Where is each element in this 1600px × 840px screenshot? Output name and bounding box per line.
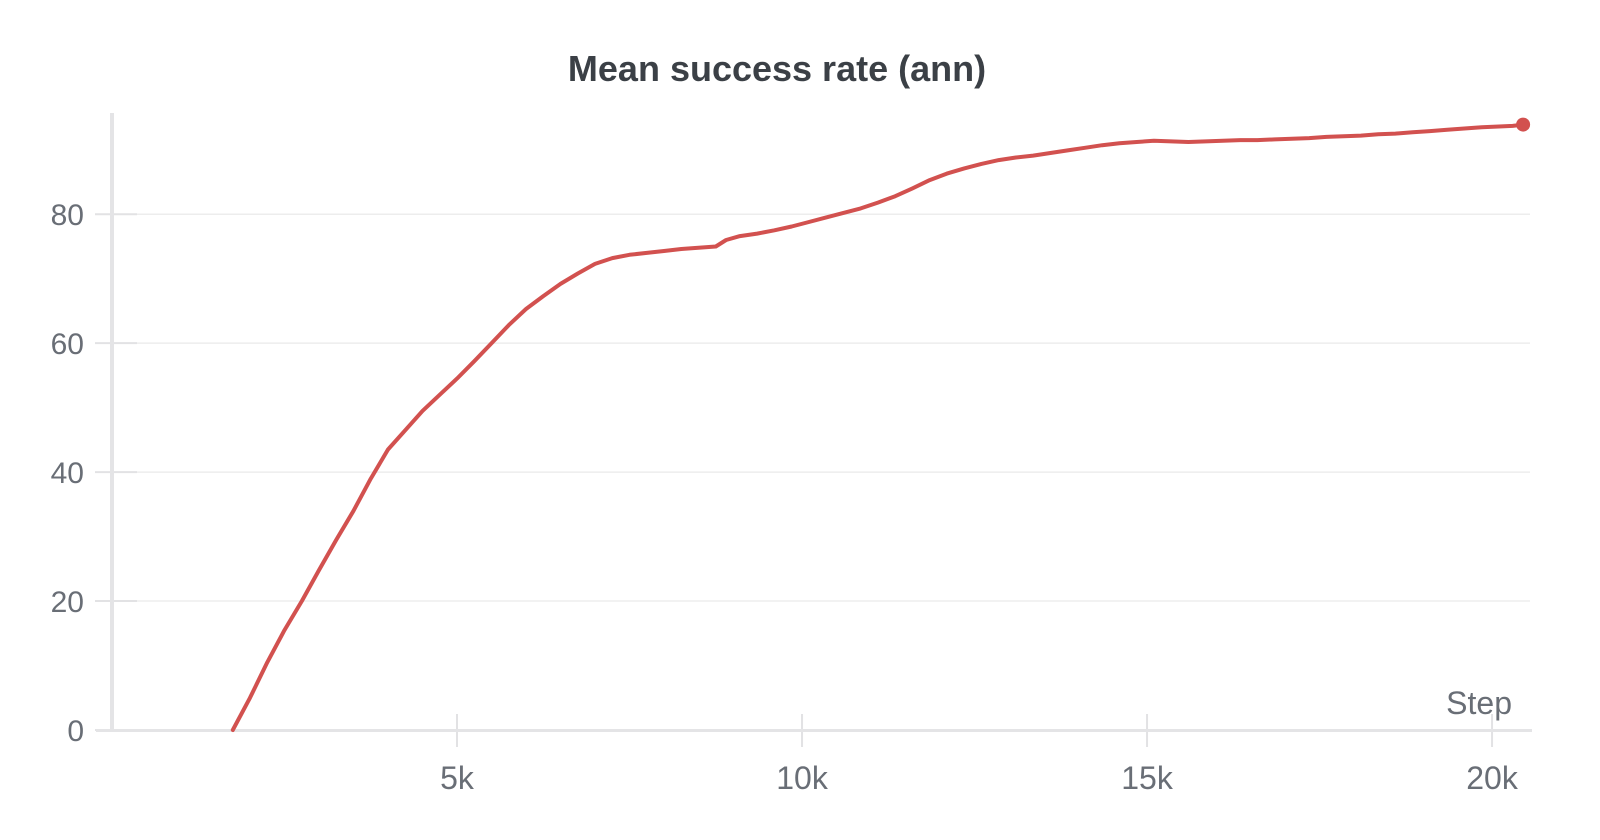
x-tick-label: 15k bbox=[1121, 760, 1174, 796]
series-end-dot bbox=[1516, 117, 1531, 132]
y-tick-label: 80 bbox=[51, 199, 84, 232]
x-tick-label: 10k bbox=[776, 760, 829, 796]
y-tick-label: 40 bbox=[51, 457, 84, 490]
y-tick-label: 20 bbox=[51, 586, 84, 619]
x-axis-label: Step bbox=[1446, 685, 1512, 721]
series-line[interactable] bbox=[230, 122, 1526, 732]
x-tick-label: 5k bbox=[440, 760, 475, 796]
y-tick-label: 0 bbox=[67, 715, 84, 748]
chart-title: Mean success rate (ann) bbox=[567, 48, 987, 89]
x-tick-label: 20k bbox=[1466, 760, 1519, 796]
y-tick-label: 60 bbox=[51, 328, 84, 361]
